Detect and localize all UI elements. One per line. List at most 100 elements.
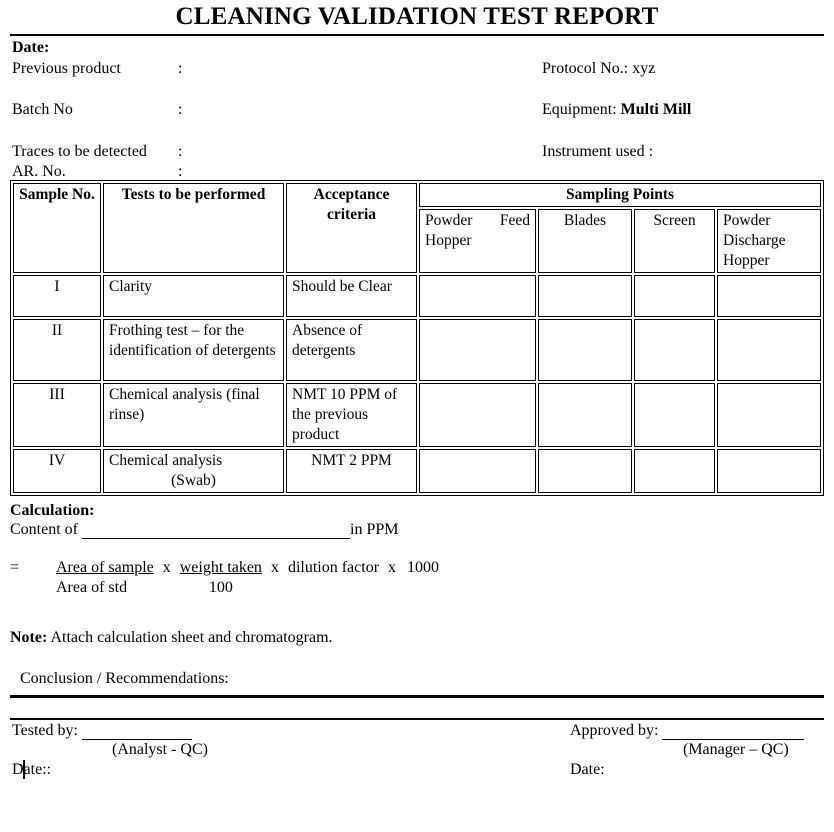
sampling-point-cell[interactable]: [538, 319, 632, 381]
test-line-1: Chemical analysis: [109, 452, 223, 469]
sampling-point-cell[interactable]: [419, 275, 536, 317]
sampling-point-cell[interactable]: [717, 275, 822, 317]
protocol-no-field: Protocol No.: xyz: [542, 60, 655, 78]
traces-colon: :: [178, 143, 183, 160]
note-text: Attach calculation sheet and chromatogra…: [50, 629, 333, 646]
fraction-weight-denominator: 100: [208, 579, 233, 596]
table-row-1: I Clarity Should be Clear: [13, 275, 822, 317]
info-row-ar-no: AR. No.:: [12, 163, 824, 181]
sample-no-cell: IV: [13, 449, 101, 493]
thousand-term: 1000: [407, 559, 440, 576]
note-line: Note: Attach calculation sheet and chrom…: [10, 629, 824, 647]
table-row-3: III Chemical analysis (final rinse) NMT …: [13, 383, 822, 447]
conclusion-label: Conclusion / Recommendations:: [20, 670, 229, 687]
note-label: Note:: [10, 629, 48, 646]
approved-by-signature-field[interactable]: [662, 723, 805, 740]
col-header-tests: Tests to be performed: [103, 183, 284, 273]
batch-no-label: Batch No: [12, 101, 73, 118]
analyst-qc-label: (Analyst - QC): [112, 741, 208, 758]
multiply-sign: x: [162, 559, 171, 576]
protocol-no-value: xyz: [632, 60, 656, 77]
info-row-batch-no: Batch No: Equipment: Multi Mill: [12, 101, 824, 119]
test-cell: Chemical analysis (Swab): [103, 449, 284, 493]
date-left-label: Date::: [12, 761, 52, 778]
info-row-previous-product: Previous product: Protocol No.: xyz: [12, 60, 824, 78]
instrument-used-field: Instrument used :: [542, 143, 653, 161]
calculation-section: Calculation: Content of in PPM = Area of…: [10, 502, 824, 598]
conclusion-section: Conclusion / Recommendations:: [10, 670, 824, 698]
test-cell: Chemical analysis (final rinse): [103, 383, 284, 447]
tested-by-block: Tested by: (Analyst - QC) Date::: [12, 722, 208, 779]
tested-by-signature-field[interactable]: [81, 723, 192, 740]
fraction-weight-numerator: weight taken: [179, 559, 262, 576]
col-header-acceptance: Acceptance criteria: [286, 183, 417, 273]
previous-product-colon: :: [178, 60, 183, 77]
approved-by-block: Approved by: (Manager – QC) Date:: [570, 722, 824, 779]
sample-no-cell: I: [13, 275, 101, 317]
calculation-formula: = Area of sample Area of std x weight ta…: [10, 558, 824, 598]
sampling-point-cell[interactable]: [634, 275, 715, 317]
test-cell: Frothing test – for the identification o…: [103, 319, 284, 381]
content-of-label: Content of: [10, 521, 78, 538]
sampling-point-cell[interactable]: [634, 449, 715, 493]
acceptance-cell: Should be Clear: [286, 275, 417, 317]
sampling-point-cell[interactable]: [634, 383, 715, 447]
fraction-area-numerator: Area of sample: [56, 559, 154, 576]
previous-product-label: Previous product: [12, 60, 121, 77]
sampling-point-cell[interactable]: [634, 319, 715, 381]
equipment-label: Equipment:: [542, 101, 617, 118]
table-row-2: II Frothing test – for the identificatio…: [13, 319, 822, 381]
subheader-powder-discharge-hopper: Powder Discharge Hopper: [717, 209, 822, 273]
date-label: Date:: [12, 39, 50, 56]
subheader-blades: Blades: [538, 209, 632, 273]
sampling-point-cell[interactable]: [717, 383, 822, 447]
subheader-screen: Screen: [634, 209, 715, 273]
test-cell: Clarity: [103, 275, 284, 317]
calculation-heading: Calculation:: [10, 502, 95, 519]
protocol-no-label: Protocol No.:: [542, 60, 629, 77]
sampling-point-cell[interactable]: [717, 449, 822, 493]
sampling-point-cell[interactable]: [538, 383, 632, 447]
sampling-point-cell[interactable]: [419, 449, 536, 493]
sampling-point-cell[interactable]: [538, 275, 632, 317]
dilution-factor-term: dilution factor: [287, 559, 380, 576]
fraction-area: Area of sample Area of std: [56, 558, 154, 598]
col-header-sample-no: Sample No.: [13, 183, 101, 273]
date-left-line[interactable]: Date::: [12, 760, 52, 779]
subheader-powder-feed-hopper: Powder Feed Hopper: [419, 209, 536, 273]
multiply-sign: x: [388, 559, 397, 576]
sampling-point-cell[interactable]: [419, 383, 536, 447]
sample-no-cell: II: [13, 319, 101, 381]
header-info-section: Date: Previous product: Protocol No.: xyz…: [10, 36, 824, 180]
table-row-4: IV Chemical analysis (Swab) NMT 2 PPM: [13, 449, 822, 493]
tested-by-label: Tested by:: [12, 722, 78, 739]
signature-section: Tested by: (Analyst - QC) Date:: Approve…: [10, 722, 824, 832]
acceptance-cell: Absence of detergents: [286, 319, 417, 381]
approved-by-label: Approved by:: [570, 722, 659, 739]
fraction-area-denominator: Area of std: [56, 579, 128, 596]
test-line-2: (Swab): [171, 472, 216, 489]
equipment-value: Multi Mill: [620, 101, 692, 118]
signature-separator-line: [10, 718, 824, 720]
content-of-blank-field[interactable]: [82, 522, 350, 539]
col-header-sampling-points: Sampling Points: [419, 183, 822, 207]
sampling-point-cell[interactable]: [419, 319, 536, 381]
acceptance-cell: NMT 10 PPM of the previous product: [286, 383, 417, 447]
in-ppm-label: in PPM: [350, 521, 399, 538]
info-row-traces: Traces to be detected: Instrument used :: [12, 143, 824, 161]
traces-label: Traces to be detected: [12, 143, 147, 160]
multiply-sign: x: [270, 559, 279, 576]
sampling-point-cell[interactable]: [717, 319, 822, 381]
date-right-label: Date:: [570, 761, 605, 778]
test-report-table: Sample No. Tests to be performed Accepta…: [10, 180, 825, 496]
instrument-used-label: Instrument used :: [542, 143, 654, 160]
content-of-line: Content of in PPM: [10, 521, 824, 539]
acceptance-cell: NMT 2 PPM: [286, 449, 417, 493]
text-cursor-caret: [23, 760, 25, 779]
equals-sign: =: [10, 559, 20, 576]
sample-no-cell: III: [13, 383, 101, 447]
sampling-point-cell[interactable]: [538, 449, 632, 493]
fraction-weight: weight taken 100: [180, 558, 262, 598]
manager-qc-label: (Manager – QC): [683, 741, 789, 758]
